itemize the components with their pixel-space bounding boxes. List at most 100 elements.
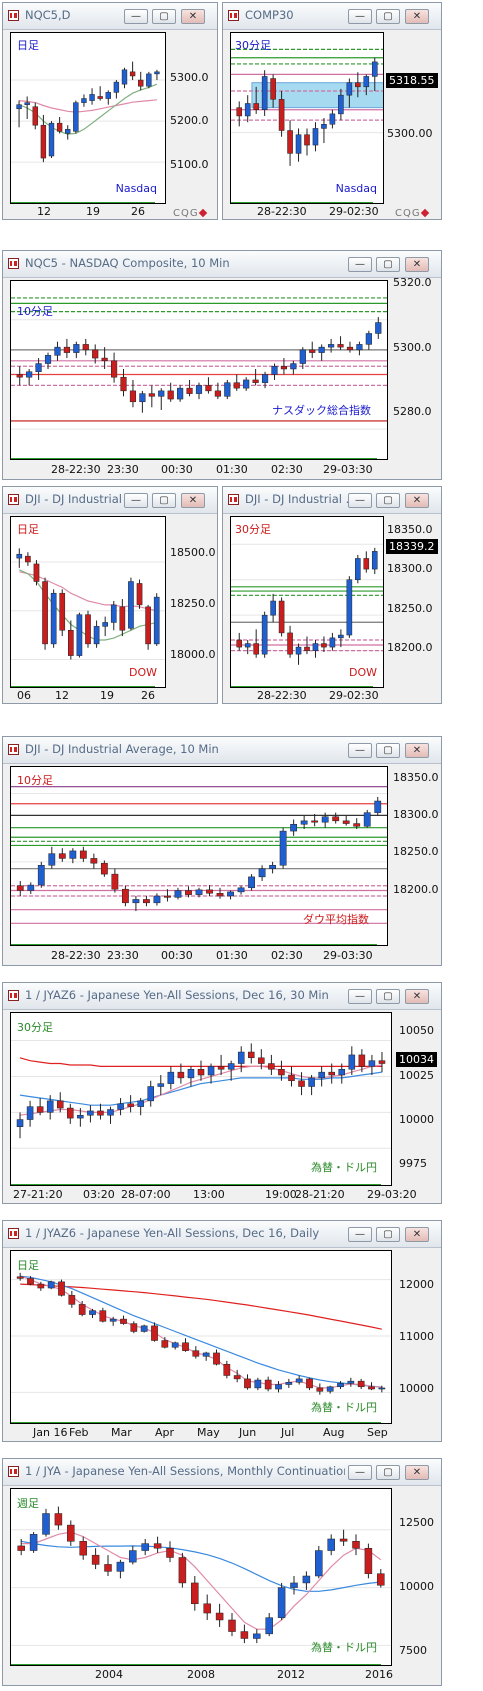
candle-body bbox=[111, 873, 119, 890]
timeframe-label: 10分足 bbox=[17, 774, 53, 787]
candle-body bbox=[287, 130, 293, 154]
chart-window-jyaz6-30m[interactable]: 1 / JYAZ6 - Japanese Yen-All Sessions, D… bbox=[2, 982, 442, 1204]
candle-body bbox=[213, 1352, 220, 1365]
x-tick-label: Jul bbox=[281, 1426, 295, 1439]
maximize-button[interactable]: ▢ bbox=[376, 743, 400, 758]
candle-body bbox=[143, 899, 150, 904]
candle-body bbox=[110, 604, 117, 623]
maximize-button[interactable]: ▢ bbox=[152, 9, 176, 24]
candle-body bbox=[203, 1603, 211, 1614]
chart-window-nqc5-daily[interactable]: NQC5,D — ▢ ✕ 日足 Nasdaq 5300.0 5200.0 510… bbox=[2, 2, 218, 220]
window-titlebar[interactable]: NQC5 - NASDAQ Composite, 10 Min — ▢ ✕ bbox=[3, 251, 441, 278]
y-tick-label: 9975 bbox=[399, 1157, 427, 1170]
minimize-button[interactable]: — bbox=[348, 743, 372, 758]
plot-area[interactable]: 日足 為替・ドル円 bbox=[10, 1250, 392, 1424]
chart-app-icon bbox=[8, 1228, 19, 1239]
candle-body bbox=[258, 1057, 265, 1064]
close-button[interactable]: ✕ bbox=[181, 493, 205, 508]
moving-average-line bbox=[20, 1275, 382, 1388]
x-tick-label: 28-22:30 bbox=[51, 949, 101, 962]
candle-body bbox=[363, 812, 371, 827]
close-button[interactable]: ✕ bbox=[181, 9, 205, 24]
chart-window-dji-daily[interactable]: DJI - DJ Industrial ... — ▢ ✕ 日足 DOW 185… bbox=[2, 486, 218, 704]
candle-body bbox=[67, 1524, 75, 1542]
chart-window-jyaz6-daily[interactable]: 1 / JYAZ6 - Japanese Yen-All Sessions, D… bbox=[2, 1220, 442, 1442]
candle-body bbox=[93, 626, 100, 645]
window-titlebar[interactable]: 1 / JYAZ6 - Japanese Yen-All Sessions, D… bbox=[3, 1221, 441, 1248]
candle-body bbox=[153, 1543, 162, 1549]
plot-area[interactable]: 日足 DOW bbox=[10, 516, 166, 688]
maximize-button[interactable]: ▢ bbox=[376, 1227, 400, 1242]
candle-body bbox=[186, 387, 193, 394]
close-button[interactable]: ✕ bbox=[405, 743, 429, 758]
candle-body bbox=[227, 891, 234, 897]
candle-body bbox=[50, 592, 57, 645]
close-button[interactable]: ✕ bbox=[405, 493, 429, 508]
window-titlebar[interactable]: DJI - DJ Industrial ... — ▢ ✕ bbox=[223, 487, 441, 514]
minimize-button[interactable]: — bbox=[348, 1227, 372, 1242]
candle-body bbox=[315, 1550, 323, 1577]
candle-body bbox=[36, 1106, 44, 1113]
maximize-button[interactable]: ▢ bbox=[376, 989, 400, 1004]
minimize-button[interactable]: — bbox=[348, 9, 372, 24]
x-tick-label: 12 bbox=[37, 205, 51, 218]
x-tick-label: 03:20 bbox=[83, 1188, 115, 1201]
candle-body bbox=[16, 885, 24, 891]
minimize-button[interactable]: — bbox=[348, 989, 372, 1004]
candle-body bbox=[271, 366, 278, 375]
candle-body bbox=[308, 1077, 315, 1087]
candle-body bbox=[128, 581, 134, 629]
window-titlebar[interactable]: COMP30 — ▢ ✕ bbox=[223, 3, 441, 30]
candle-body bbox=[73, 344, 80, 353]
x-tick-label: 29-03:30 bbox=[323, 463, 373, 476]
candle-body bbox=[269, 865, 277, 869]
window-titlebar[interactable]: 1 / JYAZ6 - Japanese Yen-All Sessions, D… bbox=[3, 983, 441, 1010]
chart-window-jya-monthly[interactable]: 1 / JYA - Japanese Yen-All Sessions, Mon… bbox=[2, 1458, 442, 1686]
candle-body bbox=[278, 99, 285, 131]
window-titlebar[interactable]: 1 / JYA - Japanese Yen-All Sessions, Mon… bbox=[3, 1459, 441, 1486]
minimize-button[interactable]: — bbox=[348, 493, 372, 508]
maximize-button[interactable]: ▢ bbox=[376, 1465, 400, 1480]
x-tick-label: 26 bbox=[141, 689, 155, 702]
x-tick-label: Jun bbox=[239, 1426, 257, 1439]
minimize-button[interactable]: — bbox=[124, 493, 148, 508]
chart-window-dji-10m[interactable]: DJI - DJ Industrial Average, 10 Min — ▢ … bbox=[2, 736, 442, 966]
candle-body bbox=[105, 92, 111, 99]
candle-body bbox=[54, 1513, 63, 1526]
plot-area[interactable]: 10分足 ダウ平均指数 bbox=[10, 766, 388, 946]
plot-area[interactable]: 日足 Nasdaq bbox=[10, 32, 166, 204]
chart-window-nqc5-10m[interactable]: NQC5 - NASDAQ Composite, 10 Min — ▢ ✕ 10… bbox=[2, 250, 442, 480]
close-button[interactable]: ✕ bbox=[405, 1465, 429, 1480]
minimize-button[interactable]: — bbox=[348, 257, 372, 272]
chart-window-comp-30m[interactable]: COMP30 — ▢ ✕ 30分足 Nasdaq 5318.55 5300.00… bbox=[222, 2, 442, 220]
window-titlebar[interactable]: NQC5,D — ▢ ✕ bbox=[3, 3, 217, 30]
plot-area[interactable]: 30分足 DOW bbox=[230, 516, 384, 688]
minimize-button[interactable]: — bbox=[348, 1465, 372, 1480]
candle-body bbox=[252, 379, 259, 383]
plot-area[interactable]: 30分足 為替・ドル円 bbox=[10, 1012, 392, 1186]
candle-body bbox=[153, 895, 161, 904]
window-title: DJI - DJ Industrial ... bbox=[25, 492, 137, 506]
candle-body bbox=[25, 555, 31, 563]
maximize-button[interactable]: ▢ bbox=[376, 257, 400, 272]
close-button[interactable]: ✕ bbox=[405, 1227, 429, 1242]
candle-body bbox=[328, 1071, 335, 1076]
plot-area[interactable]: 週足 為替・ドル円 bbox=[10, 1488, 392, 1666]
maximize-button[interactable]: ▢ bbox=[152, 493, 176, 508]
chart-window-dji-30m[interactable]: DJI - DJ Industrial ... — ▢ ✕ 30分足 DOW 1… bbox=[222, 486, 442, 704]
close-button[interactable]: ✕ bbox=[405, 9, 429, 24]
candle-body bbox=[174, 890, 182, 898]
maximize-button[interactable]: ▢ bbox=[376, 9, 400, 24]
plot-area[interactable]: 30分足 Nasdaq bbox=[230, 32, 384, 204]
close-button[interactable]: ✕ bbox=[405, 257, 429, 272]
window-titlebar[interactable]: DJI - DJ Industrial Average, 10 Min — ▢ … bbox=[3, 737, 441, 764]
maximize-button[interactable]: ▢ bbox=[376, 493, 400, 508]
plot-area[interactable]: 10分足 ナスダック総合指数 bbox=[10, 280, 388, 460]
close-button[interactable]: ✕ bbox=[405, 989, 429, 1004]
window-titlebar[interactable]: DJI - DJ Industrial ... — ▢ ✕ bbox=[3, 487, 217, 514]
candle-body bbox=[318, 346, 325, 353]
minimize-button[interactable]: — bbox=[124, 9, 148, 24]
x-tick-label: Aug bbox=[323, 1426, 345, 1439]
candle-body bbox=[279, 830, 287, 866]
chart-app-icon bbox=[8, 990, 19, 1001]
